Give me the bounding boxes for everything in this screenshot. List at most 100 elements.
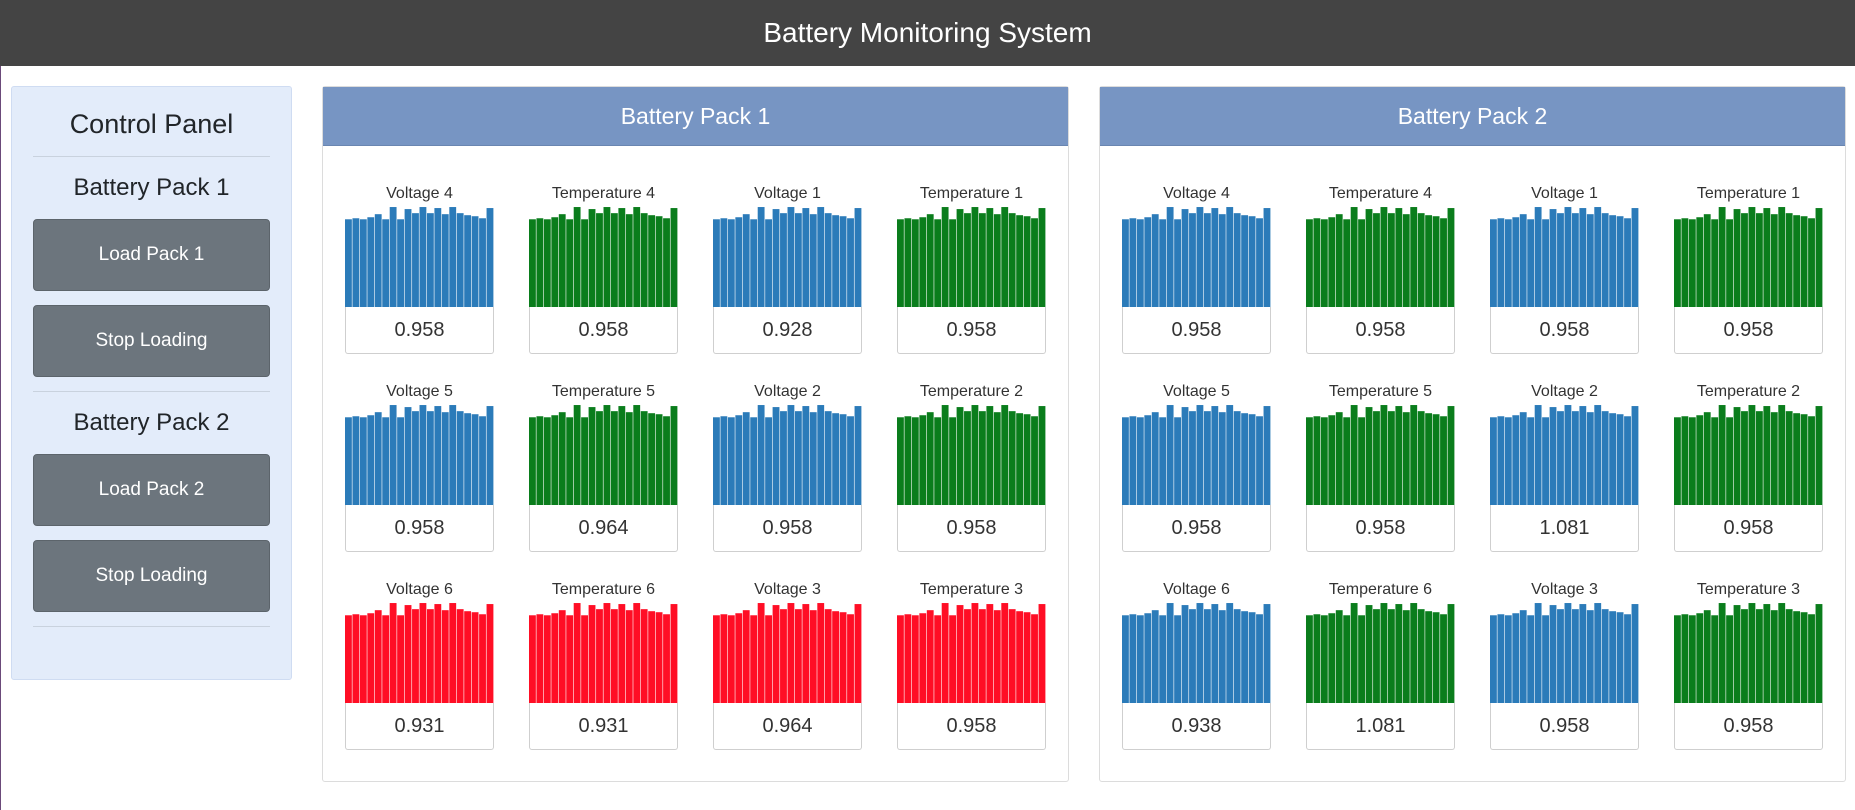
chart-bar <box>1218 214 1226 307</box>
chart-bar <box>1755 411 1763 505</box>
sensor-value: 0.928 <box>713 307 862 354</box>
chart-bar <box>426 411 434 505</box>
chart-bar <box>543 615 551 703</box>
chart-bar <box>1542 615 1549 703</box>
chart-bar <box>1144 613 1152 703</box>
pack-1-section-title: Battery Pack 1 <box>73 174 230 201</box>
sensor-bar-chart <box>529 405 678 505</box>
chart-bar <box>1425 611 1433 703</box>
chart-bar <box>397 417 404 505</box>
chart-bar <box>1440 416 1447 505</box>
chart-bar <box>926 610 934 703</box>
chart-bar <box>1211 208 1219 307</box>
sensor-bar-chart <box>897 603 1046 703</box>
chart-bar <box>412 609 419 703</box>
chart-bar <box>1241 413 1249 505</box>
chart-bar <box>1417 411 1425 505</box>
chart-bar <box>374 214 382 307</box>
chart-bar <box>1417 213 1425 307</box>
chart-bar <box>1380 207 1388 307</box>
sensor-value: 1.081 <box>1306 703 1455 750</box>
chart-bar <box>847 614 854 703</box>
chart-bar <box>1373 411 1380 505</box>
chart-bar <box>904 416 912 505</box>
chart-bar <box>558 412 566 505</box>
chart-bar <box>1166 603 1174 703</box>
chart-bar <box>404 605 412 703</box>
chart-bar <box>750 417 758 505</box>
chart-bar <box>1447 604 1455 703</box>
sensor-value: 0.958 <box>1306 505 1455 552</box>
chart-bar <box>1609 413 1617 505</box>
sensor-tile: Voltage 2 1.081 <box>1490 381 1639 552</box>
sensor-value: 1.081 <box>1490 505 1639 552</box>
chart-bar <box>1320 219 1328 307</box>
chart-bar <box>551 415 559 505</box>
load-pack-2-button[interactable]: Load Pack 2 <box>33 454 270 526</box>
chart-bar <box>817 405 825 505</box>
chart-bar <box>1564 207 1572 307</box>
chart-bar <box>1490 219 1497 307</box>
sensor-tile: Voltage 2 0.958 <box>713 381 862 552</box>
chart-bar <box>655 414 663 505</box>
chart-bar <box>1718 405 1726 505</box>
chart-bar <box>464 611 472 703</box>
chart-bar <box>735 217 743 307</box>
sensor-bar-chart <box>345 207 494 307</box>
sensor-tile: Voltage 1 0.958 <box>1490 183 1639 354</box>
chart-bar <box>1306 615 1313 703</box>
chart-bar <box>742 214 750 307</box>
chart-bar <box>1248 414 1256 505</box>
chart-bar <box>610 411 618 505</box>
load-pack-1-button[interactable]: Load Pack 1 <box>33 219 270 291</box>
battery-pack-2-panel: Battery Pack 2 Voltage 4 0.958 Temperature… <box>1099 86 1846 782</box>
chart-bar <box>1402 214 1410 307</box>
stop-loading-pack-2-button[interactable]: Stop Loading <box>33 540 270 612</box>
chart-bar <box>817 603 825 703</box>
chart-bar <box>1328 613 1336 703</box>
chart-bar <box>919 415 927 505</box>
chart-bar <box>374 412 382 505</box>
sensor-label: Voltage 6 <box>1163 581 1230 598</box>
chart-bar <box>1808 416 1815 505</box>
chart-bar <box>824 213 832 307</box>
chart-bar <box>1387 609 1395 703</box>
chart-bar <box>618 208 626 307</box>
chart-bar <box>1549 407 1557 505</box>
chart-bar <box>809 412 817 505</box>
chart-bar <box>1129 614 1137 703</box>
chart-bar <box>1241 611 1249 703</box>
chart-bar <box>720 218 728 307</box>
chart-bar <box>529 615 536 703</box>
chart-bar <box>1233 213 1241 307</box>
chart-bar <box>839 612 847 703</box>
stop-loading-pack-1-button[interactable]: Stop Loading <box>33 305 270 377</box>
sensor-value: 0.958 <box>345 505 494 552</box>
sensor-label: Temperature 1 <box>919 185 1024 202</box>
sensor-value: 0.958 <box>1674 505 1823 552</box>
chart-bar <box>529 417 536 505</box>
chart-bar <box>1001 405 1009 505</box>
chart-bar <box>956 209 964 307</box>
chart-bar <box>949 219 956 307</box>
chart-bar <box>479 416 486 505</box>
chart-bar <box>720 614 728 703</box>
chart-bar <box>1549 605 1557 703</box>
chart-bar <box>633 207 641 307</box>
control-panel-divider <box>33 391 270 392</box>
chart-bar <box>1586 412 1594 505</box>
chart-bar <box>1800 612 1808 703</box>
control-panel-title: Control Panel <box>33 87 270 157</box>
chart-bar <box>824 411 832 505</box>
sensor-tile: Temperature 1 0.958 <box>1674 183 1823 354</box>
chart-bar <box>581 615 588 703</box>
chart-bar <box>1174 417 1181 505</box>
chart-bar <box>1226 405 1234 505</box>
chart-bar <box>596 411 603 505</box>
battery-pack-2-header: Battery Pack 2 <box>1100 87 1845 146</box>
chart-bar <box>1218 412 1226 505</box>
chart-bar <box>1023 216 1031 307</box>
chart-bar <box>625 610 633 703</box>
chart-bar <box>1417 609 1425 703</box>
chart-bar <box>1248 612 1256 703</box>
